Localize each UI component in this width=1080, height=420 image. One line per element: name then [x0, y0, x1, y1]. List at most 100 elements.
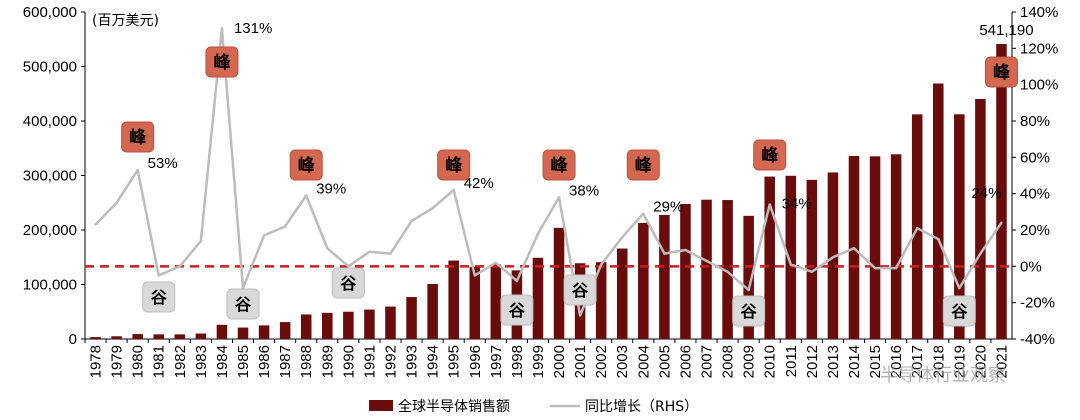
bar-1990: [343, 311, 354, 339]
right-tick-label: 100%: [1020, 77, 1058, 94]
bar-2000: [553, 227, 565, 339]
trough-marker-text: 谷: [572, 281, 589, 300]
right-tick-label: 80%: [1020, 113, 1050, 130]
trough-marker-1990: 谷: [331, 267, 365, 299]
right-tick-label: 20%: [1020, 222, 1050, 239]
bar-1983: [195, 333, 207, 339]
growth-point-2007: [705, 259, 708, 263]
growth-point-2005: [663, 252, 666, 255]
peak-marker-1988: 峰: [289, 149, 323, 181]
growth-point-2004: [642, 212, 645, 215]
growth-label-2010: 34%: [782, 196, 812, 213]
peak-marker-text: 峰: [761, 145, 779, 166]
trough-marker-text: 谷: [151, 288, 168, 307]
growth-point-2020: [979, 252, 982, 255]
growth-point-2008: [726, 270, 729, 273]
growth-label-2004: 29%: [653, 199, 683, 216]
watermark: 半导体行业观察: [880, 365, 1006, 386]
bar-2003: [616, 248, 628, 339]
growth-point-1995: [452, 188, 455, 192]
trough-marker-box: [563, 274, 597, 306]
peak-marker-text: 峰: [993, 62, 1011, 83]
x-tick-label: 1981: [151, 345, 168, 378]
growth-point-1982: [178, 265, 182, 268]
peak-marker-text: 峰: [298, 155, 316, 176]
bar-1985: [237, 327, 249, 339]
growth-point-1986: [262, 234, 266, 237]
growth-point-2012: [810, 270, 814, 273]
growth-point-1988: [305, 194, 308, 197]
growth-point-1997: [494, 261, 498, 264]
x-tick-label: 2011: [783, 345, 800, 377]
growth-point-2017: [915, 226, 919, 230]
x-tick-label: 1986: [256, 345, 273, 378]
x-tick-label: 1987: [277, 345, 294, 378]
right-tick-label: 0%: [1020, 258, 1042, 275]
growth-point-1987: [283, 225, 287, 228]
growth-point-2006: [684, 248, 687, 252]
left-tick-label: 400,000: [23, 113, 77, 130]
trough-marker-box: [331, 267, 365, 299]
x-tick-label: 1993: [404, 345, 421, 378]
growth-point-2002: [599, 263, 603, 266]
growth-point-1992: [389, 252, 392, 255]
bar-1984: [216, 324, 228, 339]
x-tick-label: 1999: [530, 345, 547, 378]
growth-point-1989: [326, 246, 329, 250]
legend-bar-swatch: [369, 400, 393, 411]
peak-marker-1984: 峰: [205, 46, 239, 78]
peak-marker-box: [753, 139, 787, 171]
x-tick-label: 1978: [88, 345, 105, 378]
data-labels: 53% 131% 39% 42% 38% 29% 34% 24% 541,190: [148, 20, 1034, 216]
growth-point-1981: [157, 274, 160, 277]
growth-point-2000: [557, 196, 561, 199]
x-tick-label: 2014: [846, 345, 863, 378]
x-tick-label: 2013: [825, 345, 842, 378]
growth-point-1999: [536, 232, 540, 235]
growth-point-1983: [199, 239, 203, 243]
trough-marker-text: 谷: [741, 302, 758, 321]
bar-1992: [385, 306, 396, 339]
growth-point-1980: [136, 168, 139, 172]
bar-2018: [932, 83, 944, 339]
peak-marker-2010: 峰: [753, 139, 787, 171]
trough-marker-box: [142, 281, 176, 313]
bar-2020: [975, 98, 986, 340]
x-tick-label: 2021: [993, 345, 1010, 378]
bar-1999: [532, 257, 544, 339]
growth-point-2009: [747, 288, 750, 292]
left-tick-label: 600,000: [23, 4, 77, 21]
trough-marker-box: [732, 295, 766, 327]
peak-marker-text: 峰: [635, 155, 653, 176]
x-tick-label: 2008: [720, 345, 737, 378]
growth-point-2001: [578, 314, 582, 317]
x-tick-label: 1983: [193, 345, 210, 378]
bar-2012: [806, 179, 818, 339]
peak-marker-box: [626, 149, 660, 181]
peak-marker-box: [289, 149, 323, 181]
right-tick-label: 120%: [1020, 40, 1058, 57]
left-tick-label: 500,000: [23, 59, 77, 76]
x-tick-label: 1996: [467, 345, 484, 378]
x-tick-label: 2002: [593, 345, 610, 378]
growth-point-2018: [937, 237, 940, 241]
bar-2010: [764, 176, 775, 339]
bar-1988: [300, 314, 312, 339]
right-tick-label: -40%: [1020, 331, 1055, 348]
peak-marker-text: 峰: [129, 127, 147, 148]
bar-2021: [996, 44, 1007, 339]
left-tick-label: 100,000: [23, 277, 77, 294]
growth-label-1980: 53%: [148, 155, 178, 172]
growth-label-2021: 24%: [971, 185, 1001, 202]
bar-1979: [111, 336, 122, 339]
x-tick-label: 1979: [109, 345, 126, 378]
trough-marker-2019: 谷: [942, 295, 976, 327]
bar-1991: [364, 309, 375, 339]
x-tick-label: 2006: [677, 345, 694, 378]
trough-marker-2009: 谷: [732, 295, 766, 327]
left-tick-label: 300,000: [23, 168, 77, 185]
growth-point-2003: [621, 236, 624, 239]
x-tick-label: 2012: [804, 345, 821, 378]
bar-2008: [722, 200, 733, 339]
x-tick-label: 1988: [298, 345, 315, 378]
